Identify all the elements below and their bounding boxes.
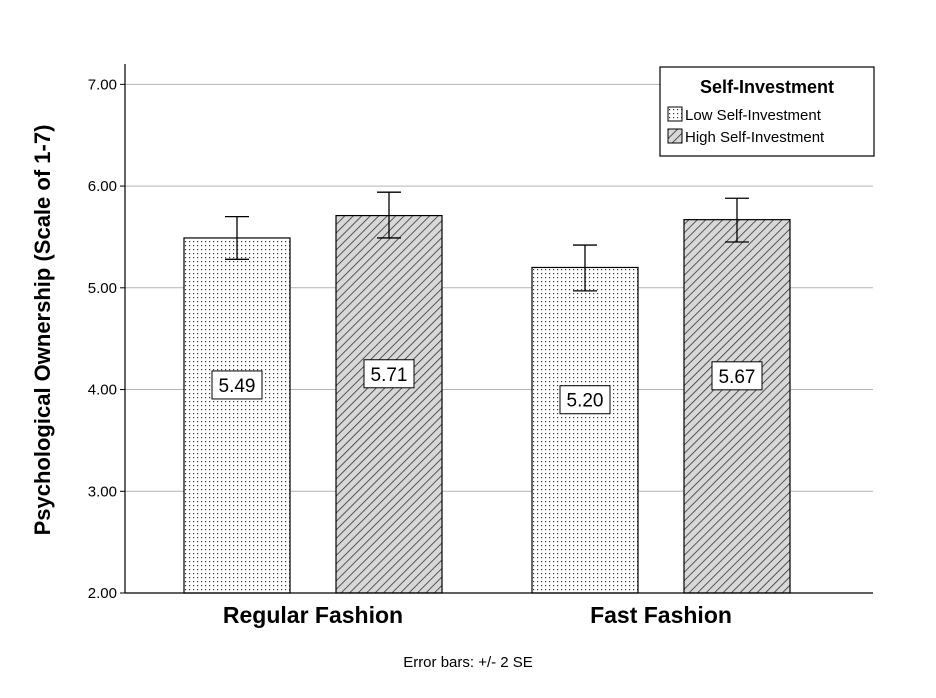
data-label: 5.20 — [567, 391, 604, 412]
legend-label-high: High Self-Investment — [685, 129, 825, 146]
bar — [531, 266, 639, 594]
y-tick-label: 2.00 — [88, 585, 117, 602]
y-tick-label: 3.00 — [88, 483, 117, 500]
bar — [683, 219, 791, 594]
data-label: 5.71 — [371, 365, 408, 386]
bars: 5.49 5.71 5.20 5.67 — [183, 191, 791, 594]
y-tick-label: 7.00 — [88, 76, 117, 93]
x-category-label: Fast Fashion — [590, 602, 732, 628]
data-label-box — [211, 370, 263, 400]
axes: 2.00 3.00 4.00 5.00 6.00 7.00 Regular Fashion F… — [88, 64, 873, 628]
bar — [183, 237, 291, 594]
footnote: Error bars: +/- 2 SE — [403, 654, 533, 671]
y-tick-label: 6.00 — [88, 178, 117, 195]
legend-swatch-high — [667, 128, 683, 144]
data-label-box — [711, 361, 763, 391]
bar — [335, 214, 443, 594]
legend-box — [659, 66, 875, 157]
legend: Self-Investment Low Self-Investment High… — [659, 66, 875, 157]
legend-title: Self-Investment — [700, 77, 834, 97]
y-tick-label: 5.00 — [88, 280, 117, 297]
legend-label-low: Low Self-Investment — [685, 107, 822, 124]
data-label: 5.67 — [719, 367, 756, 388]
y-axis-label: Psychological Ownership (Scale of 1-7) — [30, 125, 55, 536]
data-label-box — [559, 385, 611, 415]
data-label-box — [363, 359, 415, 389]
x-category-label: Regular Fashion — [223, 602, 403, 628]
y-tick-label: 4.00 — [88, 382, 117, 399]
legend-swatch-low — [667, 106, 683, 122]
data-label: 5.49 — [219, 376, 256, 397]
